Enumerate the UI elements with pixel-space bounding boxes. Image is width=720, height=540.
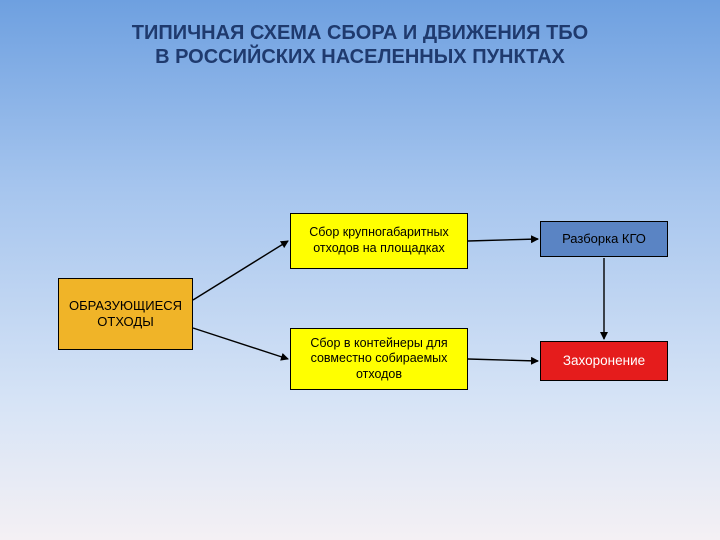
flow-arrows	[0, 0, 720, 540]
diagram-title-line1: ТИПИЧНАЯ СХЕМА СБОРА И ДВИЖЕНИЯ ТБО	[0, 22, 720, 45]
diagram-title-line2: В РОССИЙСКИХ НАСЕЛЕННЫХ ПУНКТАХ	[0, 46, 720, 69]
node-collect-large: Сбор крупногабаритных отходов на площадк…	[290, 213, 468, 269]
node-burial-label: Захоронение	[563, 353, 645, 370]
node-razborka-kgo: Разборка КГО	[540, 221, 668, 257]
node-razborka-label: Разборка КГО	[562, 231, 646, 247]
node-collect-large-label: Сбор крупногабаритных отходов на площадк…	[297, 225, 461, 256]
node-collect-container-label: Сбор в контейнеры для совместно собираем…	[297, 336, 461, 383]
diagram-canvas: ТИПИЧНАЯ СХЕМА СБОРА И ДВИЖЕНИЯ ТБО В РО…	[0, 0, 720, 540]
node-burial: Захоронение	[540, 341, 668, 381]
node-source-waste: ОБРАЗУЮЩИЕСЯ ОТХОДЫ	[58, 278, 193, 350]
node-collect-container: Сбор в контейнеры для совместно собираем…	[290, 328, 468, 390]
node-source-label: ОБРАЗУЮЩИЕСЯ ОТХОДЫ	[69, 298, 182, 331]
